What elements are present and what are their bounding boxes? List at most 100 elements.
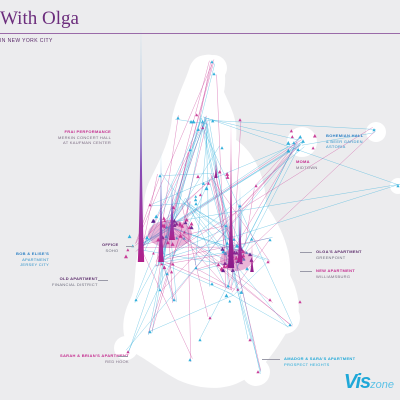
trip-line (170, 230, 177, 303)
label-bohemian-hall: BOHEMIAN HALL & BEER GARDEN ASTORIA (326, 133, 364, 149)
cluster-brooklyn (220, 249, 252, 271)
trip-line (162, 173, 213, 176)
stop-marker (163, 225, 167, 229)
trip-line (150, 203, 182, 207)
label-office: OFFICE SOHO (102, 242, 119, 253)
trip-line (170, 141, 298, 299)
stop-marker (239, 290, 244, 294)
trip-line (170, 152, 189, 233)
stop-marker (211, 119, 215, 123)
stop-marker (134, 298, 138, 302)
trip-line (139, 225, 225, 246)
trip-line (136, 59, 215, 244)
stop-marker (172, 298, 176, 302)
stop-marker (163, 219, 167, 223)
label-moma: MOMA MIDTOWN (296, 159, 318, 170)
stop-marker (164, 234, 168, 238)
cluster-marker (232, 250, 237, 255)
stop-marker (216, 262, 221, 267)
cluster-marker (248, 252, 252, 257)
stop-marker (162, 265, 167, 270)
cluster-marker (220, 246, 225, 251)
trip-line (197, 254, 242, 270)
cluster-marker (178, 234, 183, 238)
trip-line (204, 117, 218, 176)
trip-line (188, 116, 206, 199)
spike-office-tall (137, 26, 145, 262)
cluster-marker (178, 222, 183, 227)
label-olga-apartment: OLGA'S APARTMENT GREENPOINT (316, 249, 362, 260)
stop-marker (220, 146, 224, 150)
stop-marker (225, 171, 230, 176)
trip-line (170, 224, 228, 289)
stop-marker (152, 251, 155, 255)
leader-sarah-brian (118, 356, 128, 357)
stop-marker (210, 282, 214, 286)
trip-line (234, 263, 267, 295)
trip-line (211, 180, 231, 263)
stop-marker (158, 288, 162, 292)
stop-marker (198, 338, 202, 342)
stop-marker (180, 224, 185, 228)
trip-line (157, 127, 373, 262)
trip-line (301, 132, 375, 146)
stop-marker (245, 266, 249, 271)
stop-marker (182, 230, 186, 234)
trip-line (232, 261, 289, 328)
stop-marker (165, 272, 169, 276)
spike-moma (214, 156, 218, 178)
trip-line (195, 123, 209, 266)
land-main (123, 54, 299, 388)
trip-line (169, 143, 303, 226)
stop-marker (298, 300, 302, 304)
trip-line (208, 177, 262, 373)
stop-marker (123, 254, 128, 259)
stop-marker (126, 248, 130, 252)
stop-marker (268, 298, 272, 302)
trip-line (210, 176, 271, 263)
cluster-marker (183, 220, 188, 225)
stop-marker (225, 241, 229, 245)
label-amador-sara-apartment: AMADOR & SARA'S APARTMENT PROSPECT HEIGH… (284, 356, 356, 367)
trip-line (182, 202, 227, 228)
stop-marker (204, 186, 209, 191)
stop-marker (286, 141, 291, 145)
trip-line (148, 294, 235, 333)
stop-marker (248, 338, 252, 342)
stop-marker (194, 266, 198, 270)
trip-line (159, 228, 227, 259)
stop-marker (249, 237, 254, 241)
cluster-marker (219, 266, 224, 271)
stop-marker (290, 135, 294, 139)
visit-spikes (137, 26, 254, 272)
trip-line (224, 224, 229, 287)
cluster-marker (184, 217, 189, 222)
cluster-marker (230, 268, 235, 272)
stop-marker (296, 147, 300, 152)
stop-marker (242, 257, 246, 261)
stop-marker (221, 249, 226, 254)
stop-marker (289, 129, 293, 133)
cluster-marker (189, 221, 194, 226)
trip-line (148, 201, 191, 334)
trip-line (205, 120, 211, 287)
stop-marker (191, 119, 196, 124)
trip-line (233, 130, 376, 264)
trip-line (215, 175, 262, 371)
trip-line (144, 117, 207, 251)
stop-marker (225, 175, 230, 179)
stop-marker (196, 128, 200, 132)
trip-line (142, 122, 204, 249)
stop-marker (226, 284, 230, 288)
trip-line (203, 119, 377, 130)
stop-marker (195, 113, 199, 117)
stop-marker (145, 235, 150, 240)
trip-line (169, 145, 220, 228)
trip-line (160, 115, 202, 264)
stop-marker (160, 262, 164, 266)
trip-line (213, 173, 231, 289)
cluster-marker (222, 264, 227, 269)
trip-line (226, 291, 289, 328)
stop-marker (298, 134, 303, 139)
trip-line (185, 198, 227, 287)
